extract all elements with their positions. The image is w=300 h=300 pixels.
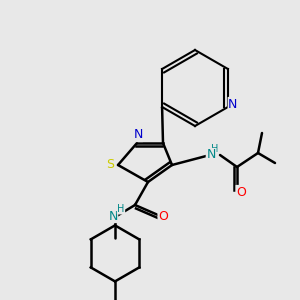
Text: O: O [236,185,246,199]
Text: N: N [206,148,216,161]
Text: N: N [108,209,118,223]
Text: S: S [106,158,114,172]
Text: H: H [117,204,125,214]
Text: H: H [211,144,219,154]
Text: N: N [133,128,143,142]
Text: O: O [158,211,168,224]
Text: N: N [228,98,238,110]
